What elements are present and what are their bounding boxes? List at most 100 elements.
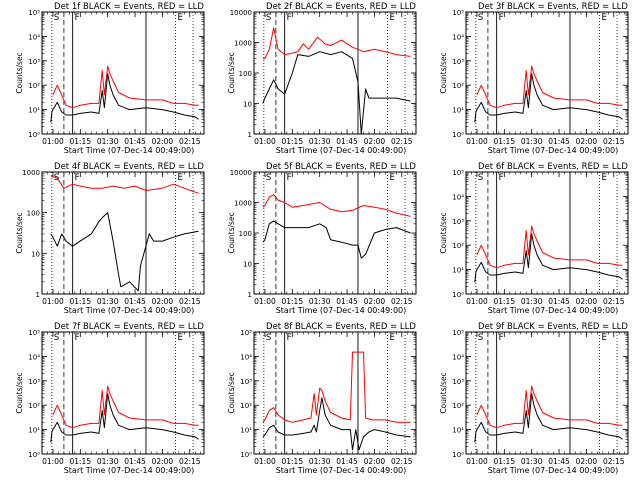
y-tick-label: 10² (28, 402, 40, 410)
x-tick-label: 01:00 (466, 137, 488, 146)
x-tick-label: 01:45 (336, 137, 358, 146)
x-tick-label: 01:30 (309, 137, 331, 146)
marker-f: F (287, 173, 292, 183)
panel-title: Det 3f BLACK = Events, RED = LLD (478, 2, 628, 12)
y-tick-label: 10² (452, 82, 464, 90)
x-tick-label: 01:00 (466, 297, 488, 306)
x-axis-label: Start Time (07-Dec-14 00:49:00) (488, 146, 619, 155)
plot-frame (465, 331, 629, 455)
y-axis-label: Counts/sec (439, 212, 448, 253)
marker-f: F (287, 13, 292, 23)
marker-f: F (75, 173, 80, 183)
x-tick-label: 02:00 (364, 297, 386, 306)
x-tick-label: 01:00 (254, 297, 276, 306)
x-tick-label: 02:15 (179, 137, 201, 146)
series-events-line (262, 397, 411, 451)
x-tick-label: 02:15 (391, 457, 413, 466)
y-tick-label: 10² (240, 402, 252, 410)
series-lld-line (476, 385, 623, 429)
x-tick-label: 01:45 (124, 137, 146, 146)
y-tick-label: 10³ (28, 58, 40, 66)
x-tick-label: 02:00 (152, 297, 174, 306)
y-tick-label: 10 (243, 261, 252, 269)
y-tick-label: 10⁰ (452, 291, 464, 299)
x-tick-label: 01:30 (521, 297, 543, 306)
y-tick-label: 10 (243, 101, 252, 109)
y-axis-label: Counts/sec (227, 52, 236, 93)
y-tick-label: 10⁰ (452, 131, 464, 139)
y-axis-label: Counts/sec (439, 52, 448, 93)
y-tick-label: 10⁵ (452, 169, 464, 177)
x-axis-label: Start Time (07-Dec-14 00:49:00) (276, 306, 407, 315)
marker-s: S (266, 173, 271, 183)
y-axis-label: Counts/sec (439, 372, 448, 413)
x-tick-label: 02:00 (576, 137, 598, 146)
panel-det-8f: Det 8f BLACK = Events, RED = LLD 10⁰ 10¹ 10… (227, 322, 417, 475)
y-tick-label: 100 (27, 210, 40, 218)
x-tick-label: 02:15 (603, 137, 625, 146)
y-tick-label: 10³ (452, 218, 464, 226)
y-tick-label: 10¹ (240, 427, 252, 435)
series-lld-line (262, 27, 411, 59)
y-tick-label: 10 (31, 250, 40, 258)
series-events-line (474, 233, 623, 283)
series-lld-line (52, 65, 199, 109)
x-tick-label: 01:15 (281, 137, 303, 146)
y-tick-label: 10¹ (452, 267, 464, 275)
plot-frame (41, 11, 205, 135)
y-tick-label: 10000 (230, 9, 252, 17)
y-tick-label: 10¹ (28, 107, 40, 115)
x-tick-label: 02:00 (152, 457, 174, 466)
x-tick-label: 02:00 (152, 137, 174, 146)
y-tick-label: 10² (28, 82, 40, 90)
x-tick-label: 01:15 (493, 137, 515, 146)
y-tick-label: 10³ (28, 378, 40, 386)
series-events-line (50, 393, 199, 443)
marker-e: E (178, 173, 183, 183)
y-tick-label: 1 (248, 131, 252, 139)
x-tick-label: 01:15 (69, 137, 91, 146)
series-lld-line (52, 385, 199, 429)
x-tick-label: 01:45 (548, 457, 570, 466)
marker-f: F (499, 13, 504, 23)
x-tick-label: 02:00 (364, 457, 386, 466)
x-tick-label: 02:00 (576, 297, 598, 306)
x-tick-label: 01:15 (69, 457, 91, 466)
x-tick-label: 01:30 (309, 297, 331, 306)
marker-s: S (54, 333, 59, 343)
x-tick-label: 01:00 (42, 457, 64, 466)
series-events-line (50, 212, 199, 292)
y-tick-label: 10⁴ (452, 193, 464, 201)
plot-frame (41, 171, 205, 295)
y-tick-label: 1000 (234, 40, 252, 48)
y-axis-label: Counts/sec (227, 372, 236, 413)
panel-title: Det 1f BLACK = Events, RED = LLD (54, 2, 204, 12)
x-tick-label: 01:45 (124, 297, 146, 306)
marker-f: F (287, 333, 292, 343)
marker-e: E (390, 13, 395, 23)
marker-e: E (390, 173, 395, 183)
x-tick-label: 02:15 (179, 297, 201, 306)
y-tick-label: 10⁵ (28, 329, 40, 337)
y-tick-label: 10⁴ (452, 33, 464, 41)
plot-frame (253, 11, 417, 135)
x-tick-label: 02:00 (364, 137, 386, 146)
x-tick-label: 02:15 (603, 457, 625, 466)
marker-s: S (266, 333, 271, 343)
x-tick-label: 01:30 (97, 457, 119, 466)
x-tick-label: 01:30 (521, 137, 543, 146)
y-tick-label: 10000 (230, 169, 252, 177)
plot-frame (465, 11, 629, 135)
y-tick-label: 10⁴ (452, 353, 464, 361)
panel-title: Det 5f BLACK = Events, RED = LLD (266, 162, 416, 172)
x-tick-label: 01:15 (281, 297, 303, 306)
series-events-line (474, 73, 623, 123)
x-tick-label: 01:15 (281, 457, 303, 466)
marker-f: F (499, 333, 504, 343)
y-axis-label: Counts/sec (15, 212, 24, 253)
x-tick-label: 01:45 (336, 297, 358, 306)
x-axis-label: Start Time (07-Dec-14 00:49:00) (488, 306, 619, 315)
y-tick-label: 10² (452, 242, 464, 250)
panel-title: Det 7f BLACK = Events, RED = LLD (54, 322, 204, 332)
y-tick-label: 10⁰ (28, 451, 40, 459)
